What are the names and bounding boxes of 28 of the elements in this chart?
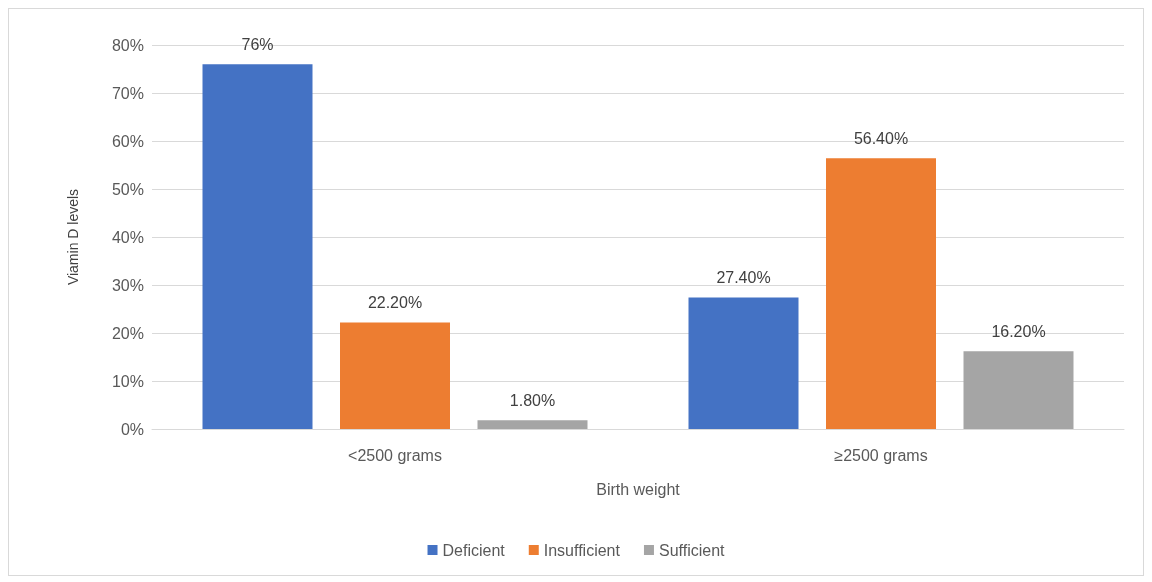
y-tick-label: 30% (111, 276, 144, 294)
data-label: 1.80% (509, 391, 556, 409)
y-axis-title: Viamin D levels (65, 188, 81, 286)
y-tick-label: 60% (111, 132, 144, 150)
bar (202, 64, 313, 429)
data-label: 16.20% (991, 322, 1046, 340)
x-tick-label: <2500 grams (348, 446, 442, 464)
y-tick-label: 80% (111, 36, 144, 54)
legend-label: Insufficient (543, 541, 621, 559)
legend-label: Sufficient (658, 541, 726, 559)
bar (340, 322, 450, 429)
y-tick-label: 10% (111, 372, 144, 390)
data-label: 22.20% (367, 293, 423, 311)
bar (688, 297, 799, 429)
x-tick-label: ≥2500 grams (834, 446, 928, 464)
y-tick-label: 0% (120, 420, 144, 438)
y-tick-label: 50% (111, 180, 144, 198)
x-axis-title: Birth weight (596, 480, 681, 498)
y-tick-label: 70% (111, 84, 144, 102)
data-label: 76% (241, 35, 274, 53)
data-label: 56.40% (853, 129, 909, 147)
legend-label: Deficient (442, 541, 506, 559)
y-tick-label: 20% (111, 324, 144, 342)
data-label: 27.40% (716, 268, 771, 286)
bar (963, 351, 1074, 429)
bar (477, 420, 588, 429)
y-tick-label: 40% (111, 228, 144, 246)
bar (826, 158, 936, 429)
